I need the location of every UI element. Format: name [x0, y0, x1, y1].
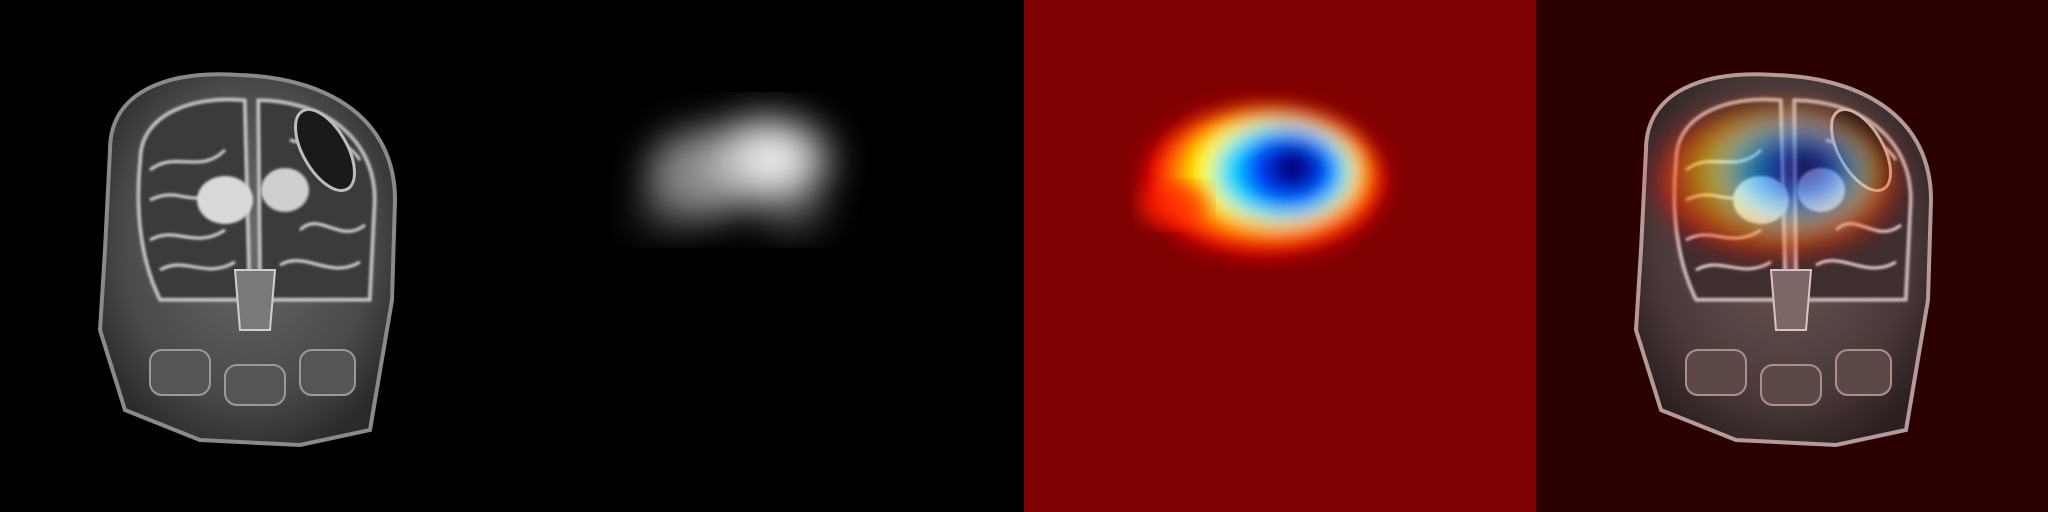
mri-scan-image [0, 0, 512, 512]
mri-scan-panel [0, 0, 512, 512]
jet-heatmap-panel [1024, 0, 1536, 512]
overlay-image [1536, 0, 2048, 512]
grayscale-heatmap-panel [512, 0, 1024, 512]
overlay-panel [1536, 0, 2048, 512]
grayscale-heatmap-image [512, 0, 1024, 512]
jet-heatmap-image [1024, 0, 1536, 512]
